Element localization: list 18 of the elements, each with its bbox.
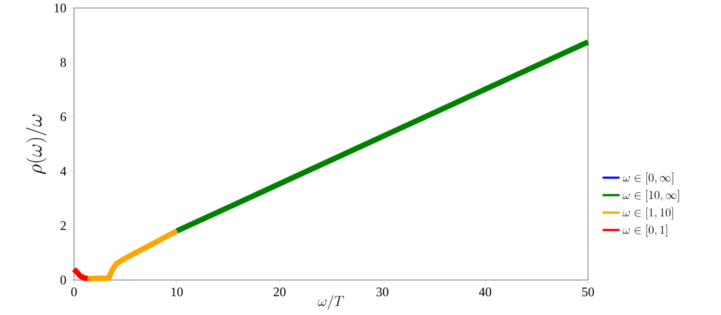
- x-tick-label: 0: [71, 288, 77, 296]
- x-tick-label: 20: [274, 288, 286, 296]
- legend-label: $\omega \in [1,10]$: [622, 207, 673, 220]
- x-tick-label: 40: [478, 288, 492, 296]
- legend-label: $\omega \in [10,\infty]$: [622, 190, 680, 202]
- y-tick-label: 8: [60, 58, 66, 67]
- y-tick-label: 4: [60, 166, 66, 176]
- y-axis-title: $\rho(\omega)/\omega$: [26, 114, 47, 174]
- x-tick-label: 10: [171, 288, 183, 296]
- x-tick-label: 30: [376, 288, 388, 296]
- legend-label: $\omega \in [0,1]$: [622, 224, 668, 237]
- y-tick-label: 6: [60, 112, 66, 122]
- y-tick-label: 2: [60, 221, 66, 230]
- x-axis-title: $\omega/T$: [318, 295, 344, 310]
- x-tick-label: 50: [582, 288, 594, 296]
- legend-label: $\omega \in [0,\infty]$: [622, 172, 674, 184]
- y-tick-label: 10: [54, 4, 66, 12]
- y-tick-label: 0: [60, 276, 66, 284]
